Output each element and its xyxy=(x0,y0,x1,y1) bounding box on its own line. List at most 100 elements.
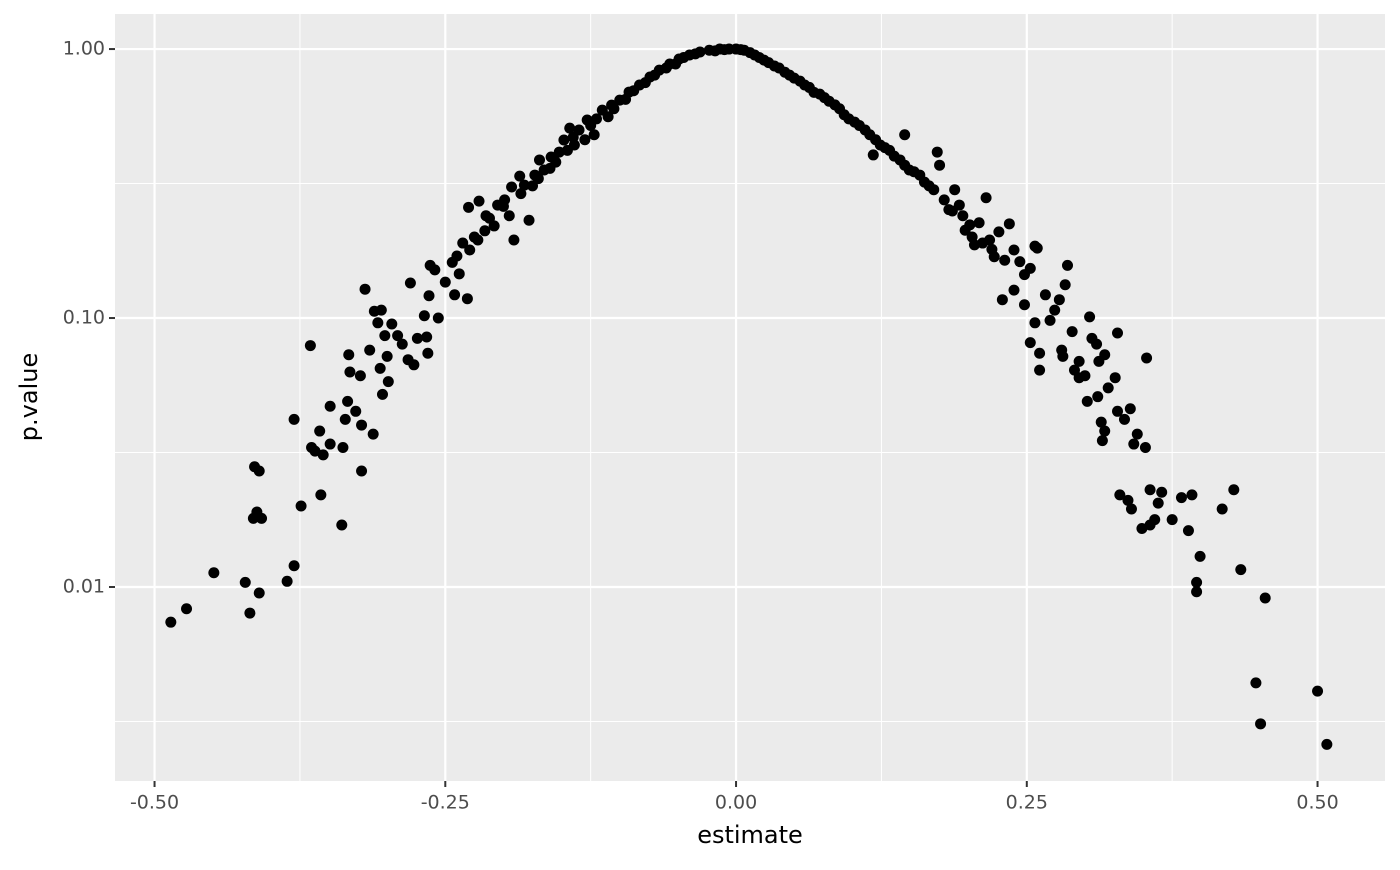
point xyxy=(375,304,387,316)
point xyxy=(1194,550,1206,562)
x-tick-label: 0.00 xyxy=(715,792,757,814)
point xyxy=(1049,304,1061,316)
point xyxy=(281,575,293,587)
point xyxy=(923,180,935,192)
point xyxy=(1191,576,1203,588)
point xyxy=(473,195,485,207)
point xyxy=(1191,586,1203,598)
point xyxy=(532,173,544,185)
point xyxy=(558,134,570,146)
point xyxy=(1156,486,1168,498)
point xyxy=(324,400,336,412)
x-axis-title: estimate xyxy=(697,821,803,849)
point xyxy=(396,338,408,350)
point xyxy=(503,210,515,222)
point xyxy=(561,144,573,156)
x-tick-label: 0.50 xyxy=(1296,792,1338,814)
point xyxy=(934,159,946,171)
point xyxy=(579,134,591,146)
point xyxy=(364,344,376,356)
point xyxy=(628,85,640,97)
point xyxy=(973,217,985,229)
point xyxy=(1053,294,1065,306)
point xyxy=(1079,370,1091,382)
point xyxy=(943,204,955,216)
point xyxy=(457,237,469,249)
point xyxy=(411,332,423,344)
point xyxy=(432,312,444,324)
point xyxy=(914,169,926,181)
point xyxy=(429,264,441,276)
point xyxy=(1216,503,1228,515)
point xyxy=(1114,489,1126,501)
point xyxy=(884,144,896,156)
point xyxy=(1122,494,1134,506)
point xyxy=(709,45,721,57)
point xyxy=(1125,503,1137,515)
point xyxy=(639,77,651,89)
point xyxy=(356,419,368,431)
point xyxy=(304,340,316,352)
point xyxy=(1149,514,1161,526)
point xyxy=(1250,677,1262,689)
point xyxy=(1018,299,1030,311)
point xyxy=(1059,279,1071,291)
point xyxy=(838,109,850,121)
point xyxy=(1092,391,1104,403)
y-tick-label: 0.10 xyxy=(63,307,105,329)
point xyxy=(422,347,434,359)
point xyxy=(588,129,600,141)
point xyxy=(808,86,820,98)
point xyxy=(1255,718,1267,730)
point xyxy=(894,154,906,166)
point xyxy=(344,366,356,378)
point xyxy=(421,331,433,343)
point xyxy=(758,54,770,66)
x-tick-label: 0.25 xyxy=(1006,792,1048,814)
point xyxy=(367,428,379,440)
point xyxy=(523,214,535,226)
point xyxy=(314,425,326,437)
point xyxy=(1112,405,1124,417)
point xyxy=(1131,428,1143,440)
y-tick-label: 1.00 xyxy=(63,38,105,60)
point xyxy=(988,251,1000,263)
point xyxy=(660,62,672,74)
point xyxy=(461,293,473,305)
point xyxy=(514,170,526,182)
point xyxy=(818,92,830,104)
point xyxy=(1024,337,1036,349)
point xyxy=(564,122,576,134)
point xyxy=(488,220,500,232)
point xyxy=(208,567,220,579)
point xyxy=(288,560,300,572)
point xyxy=(1044,314,1056,326)
point xyxy=(350,405,362,417)
point xyxy=(1034,347,1046,359)
point xyxy=(689,48,701,60)
point xyxy=(253,465,265,477)
point xyxy=(1141,352,1153,364)
point xyxy=(567,131,579,143)
point xyxy=(1024,262,1036,274)
point xyxy=(479,225,491,237)
x-tick-label: -0.50 xyxy=(130,792,179,814)
point xyxy=(899,129,911,141)
point xyxy=(1039,289,1051,301)
point xyxy=(372,317,384,329)
point xyxy=(968,239,980,251)
point xyxy=(608,103,620,115)
point xyxy=(464,244,476,256)
point xyxy=(1096,435,1108,447)
point xyxy=(590,113,602,125)
point xyxy=(1034,364,1046,376)
point xyxy=(449,289,461,301)
point xyxy=(749,49,761,61)
point xyxy=(451,250,463,262)
point xyxy=(678,52,690,64)
point xyxy=(1118,413,1130,425)
point xyxy=(984,234,996,246)
point xyxy=(1008,244,1020,256)
